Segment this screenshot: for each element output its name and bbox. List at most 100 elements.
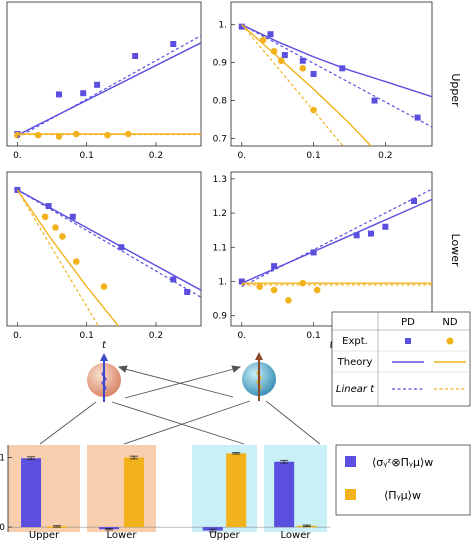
y-tick-label: 1. [218, 278, 227, 288]
theory-line-nd [16, 189, 120, 326]
data-point-pd [267, 31, 274, 38]
legend-table: PD ND Expt. Theory Linear t [331, 311, 471, 407]
x-tick-label: 0.1 [80, 151, 94, 161]
x-tick-label: 0.1 [306, 151, 320, 161]
bar-legend-pd-swatch [345, 456, 356, 467]
bar-nd [123, 457, 144, 528]
theory-line-pd [241, 24, 432, 98]
legend-nd-point [446, 337, 454, 345]
bar-category-label: Lower [281, 530, 312, 541]
linear-line-pd [17, 35, 201, 139]
linear-line-pd [17, 189, 201, 298]
data-point-nd [100, 283, 108, 290]
y-tick-label: 0.7 [213, 134, 227, 144]
data-point-pd [299, 57, 306, 64]
data-point-pd [170, 276, 177, 283]
plot-frame [6, 171, 202, 327]
data-point-pd [55, 91, 62, 98]
data-point-pd [170, 41, 177, 47]
data-point-nd [72, 258, 80, 265]
x-tick-label: 0. [237, 331, 246, 341]
theory-line-pd [17, 189, 201, 291]
bar-y-tick-label: 0 [0, 523, 5, 533]
data-point-pd [281, 52, 288, 59]
x-tick-label: 0. [13, 151, 22, 161]
data-point-pd [353, 232, 360, 239]
data-point-pd [414, 114, 421, 121]
bar-nd [226, 453, 247, 528]
data-point-pd [382, 223, 389, 230]
data-point-nd [313, 286, 321, 294]
data-point-pd [339, 65, 346, 72]
plot-area [238, 23, 432, 146]
data-point-nd [270, 286, 278, 294]
bar-group-background [264, 445, 327, 532]
plot-upper-left: 0. 0.1 0.2 [6, 1, 202, 161]
data-point-nd [299, 65, 307, 72]
data-point-pd [45, 203, 52, 210]
bar-chart: Upper Lower Upper Lower 0 1 [0, 445, 330, 541]
x-tick-label: 0.2 [149, 331, 163, 341]
data-point-pd [80, 90, 87, 97]
data-point-pd [371, 97, 378, 104]
data-point-pd [69, 213, 76, 220]
x-tick-label: 0.1 [306, 331, 320, 341]
plot-lower-right: 0.0.10.20.91.1.11.21.3t [213, 171, 433, 351]
row-label-upper: Upper [449, 73, 462, 107]
data-point-pd [310, 249, 317, 256]
theory-line-pd [241, 198, 432, 284]
legend-row-expt: Expt. [342, 336, 368, 347]
data-point-nd [104, 131, 111, 139]
bar-pd [21, 458, 42, 528]
bar-pd [274, 461, 295, 528]
bar-category-label: Upper [209, 530, 240, 541]
bar-group-background [8, 445, 80, 532]
bar-group-background [192, 445, 257, 532]
legend-row-linear: Linear t [336, 384, 375, 395]
bar-legend-pd-label: ⟨σᵧᶻ⊗Πᵧμ⟩w [372, 456, 433, 469]
x-tick-label: 0.1 [80, 331, 94, 341]
swap-arrows-icon [39, 365, 321, 445]
legend-box [331, 311, 471, 407]
data-point-nd [59, 233, 66, 240]
data-point-pd [271, 263, 278, 270]
legend-col-pd: PD [401, 317, 415, 328]
data-point-pd [238, 23, 245, 30]
bar-group-background [87, 445, 156, 532]
plot-lower-left: 0. 0.1 0.2 t [6, 171, 202, 351]
data-point-pd [184, 288, 191, 295]
plot-area [238, 188, 432, 304]
row-label-lower: Lower [449, 234, 462, 267]
bar-y-tick-label: 1 [0, 454, 5, 464]
data-point-nd [34, 131, 42, 139]
data-point-nd [41, 213, 49, 221]
x-axis-label: t [102, 340, 107, 351]
y-tick-label: 0.9 [213, 312, 228, 322]
plot-frame [6, 1, 202, 147]
y-tick-label: 1. [218, 21, 227, 31]
plot-frame [230, 1, 433, 147]
data-point-pd [411, 198, 418, 205]
plot-area [14, 35, 201, 140]
data-point-pd [310, 71, 317, 77]
y-tick-label: 1.2 [213, 209, 227, 219]
x-tick-label: 0. [13, 331, 22, 341]
bar-category-label: Lower [107, 530, 138, 541]
data-point-pd [238, 278, 245, 285]
y-tick-label: 0.9 [213, 59, 228, 69]
theory-line-pd [17, 42, 201, 136]
plot-upper-right: 0. 0.1 0.2 0.7 0.8 0.9 1. [213, 1, 433, 161]
data-point-pd [132, 53, 139, 59]
bar-legend-nd-label: ⟨Πᵧμ⟩w [384, 489, 421, 502]
data-point-pd [94, 81, 101, 88]
legend-pd-point [405, 338, 411, 344]
bar-legend-nd-swatch [345, 489, 356, 500]
x-tick-label: 0.2 [149, 151, 163, 161]
plot-frame [230, 171, 433, 327]
y-tick-label: 0.8 [213, 97, 228, 107]
legend-row-theory: Theory [337, 357, 373, 368]
data-point-nd [285, 297, 292, 304]
data-point-pd [367, 230, 374, 237]
data-point-nd [256, 283, 264, 290]
